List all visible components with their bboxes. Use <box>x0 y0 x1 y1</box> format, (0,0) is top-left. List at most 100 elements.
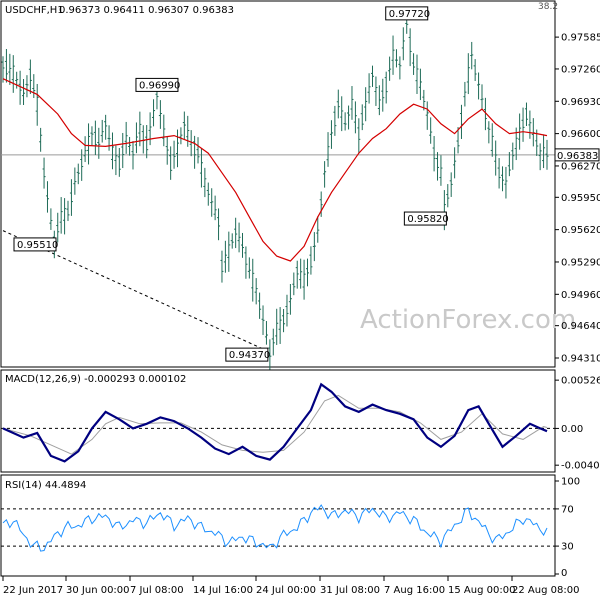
ohlc-bar <box>384 71 388 104</box>
ohlc-bar <box>326 132 330 167</box>
ohlc-bar <box>360 104 364 131</box>
ohlc-bar <box>32 74 36 99</box>
price-layer: 0.97585 0.97260 0.96930 0.96600 0.96270 0.959… <box>1 6 600 370</box>
price-y-tick-label: 0.94310 <box>561 354 600 365</box>
price-annotation-label: 0.97720 <box>389 9 430 20</box>
ohlc-bar <box>264 321 268 345</box>
ohlc-bar <box>456 127 460 154</box>
rsi-y-tick-label: 70 <box>561 504 574 515</box>
ohlc-bar <box>381 78 385 112</box>
chart-top-right: 38.2 <box>538 2 558 12</box>
x-tick-label: 22 Jun 2017 <box>3 585 63 596</box>
ohlc-bar <box>422 89 426 111</box>
ohlc-bar <box>39 127 43 152</box>
ohlc-bar <box>80 149 84 181</box>
ohlc-bar <box>234 217 238 249</box>
ohlc-bar <box>124 121 128 154</box>
rsi-title: RSI(14) 44.4894 <box>5 480 86 491</box>
ohlc-bar <box>319 191 323 217</box>
ohlc-bar <box>217 208 221 241</box>
ohlc-bar <box>247 257 251 279</box>
ohlc-bar <box>429 117 433 144</box>
ohlc-bar <box>329 120 333 149</box>
ohlc-bar <box>357 118 361 154</box>
price-y-tick-label: 0.95290 <box>561 257 600 268</box>
ohlc-bar <box>110 132 114 170</box>
ohlc-bar <box>237 222 241 253</box>
ohlc-bar <box>412 53 416 75</box>
ohlc-bar <box>186 115 190 147</box>
macd-layer: 0.005266 0.00 -0.004011 <box>1 376 600 472</box>
ohlc-bar <box>453 147 457 179</box>
ohlc-bar <box>394 49 398 68</box>
ohlc-bar <box>56 212 60 243</box>
price-annotation-box <box>13 237 57 252</box>
watermark: ActionForex.com <box>360 305 576 335</box>
ohlc-bar <box>114 145 118 176</box>
ohlc-bar <box>254 278 258 305</box>
ohlc-bar <box>494 140 498 176</box>
ohlc-bar <box>278 307 282 344</box>
ohlc-bar <box>446 184 450 208</box>
ohlc-bar <box>230 233 234 249</box>
ohlc-bar <box>285 294 289 327</box>
ohlc-bar <box>388 56 392 81</box>
ohlc-bar <box>152 99 156 127</box>
price-annotation-box <box>403 211 447 226</box>
ohlc-bar <box>353 101 357 134</box>
price-annotation-label: 0.95820 <box>407 214 448 225</box>
ohlc-bar <box>131 141 135 170</box>
ohlc-bar <box>408 28 412 67</box>
ohlc-bar <box>128 136 132 156</box>
ohlc-bar <box>364 87 368 122</box>
ohlc-bar <box>18 70 22 105</box>
ohlc-bar <box>93 120 97 156</box>
price-annotation-label: 0.95510 <box>17 240 58 251</box>
price-y-tick-label: 0.96270 <box>561 161 600 172</box>
price-y-tick-label: 0.96930 <box>561 97 600 108</box>
ohlc-bar <box>415 54 419 95</box>
chart-symbol: USDCHF,H1 <box>5 5 64 16</box>
price-annotation: 0.94370 <box>225 347 270 362</box>
ohlc-bar <box>134 122 138 154</box>
ohlc-bar <box>436 152 440 181</box>
rsi-panel <box>0 474 556 577</box>
price-annotation-label: 0.94370 <box>229 350 270 361</box>
ohlc-bar <box>90 126 94 146</box>
price-y-tick-label: 0.96600 <box>561 129 600 140</box>
macd-y-tick-label: 0.005266 <box>561 376 600 387</box>
ohlc-bar <box>439 155 443 186</box>
ohlc-bar <box>401 27 405 61</box>
ohlc-bar <box>418 68 422 101</box>
macd-panel <box>0 369 556 473</box>
price-annotation: 0.97720 <box>385 6 430 21</box>
x-tick-label: 7 Jul 08:00 <box>130 585 184 596</box>
x-tick-label: 14 Jul 16:00 <box>193 585 253 596</box>
price-y-tick-label: 0.97585 <box>561 33 600 44</box>
ohlc-bar <box>66 200 70 222</box>
price-annotation: 0.95510 <box>13 237 58 252</box>
ohlc-bar <box>449 172 453 197</box>
rsi-line <box>2 504 548 552</box>
ohlc-bar <box>244 246 248 279</box>
ohlc-bar <box>117 147 121 177</box>
ohlc-bar <box>199 148 203 188</box>
ohlc-bar <box>302 259 306 300</box>
ohlc-bar <box>210 188 214 217</box>
macd-y-tick-label: -0.004011 <box>561 461 600 472</box>
price-panel <box>0 0 556 368</box>
ohlc-bar <box>473 59 477 81</box>
ohlc-bar <box>504 166 508 199</box>
ohlc-bar <box>4 48 8 83</box>
ohlc-bar <box>497 158 501 189</box>
ohlc-bar <box>309 246 313 275</box>
ohlc-bar <box>162 114 166 147</box>
ohlc-bar <box>182 111 186 140</box>
ohlc-bar <box>97 127 101 159</box>
ohlc-bar <box>213 195 217 221</box>
ohlc-bar <box>292 272 296 296</box>
ohlc-bar <box>333 105 337 136</box>
macd-line <box>2 382 548 463</box>
ohlc-bar <box>251 258 255 302</box>
